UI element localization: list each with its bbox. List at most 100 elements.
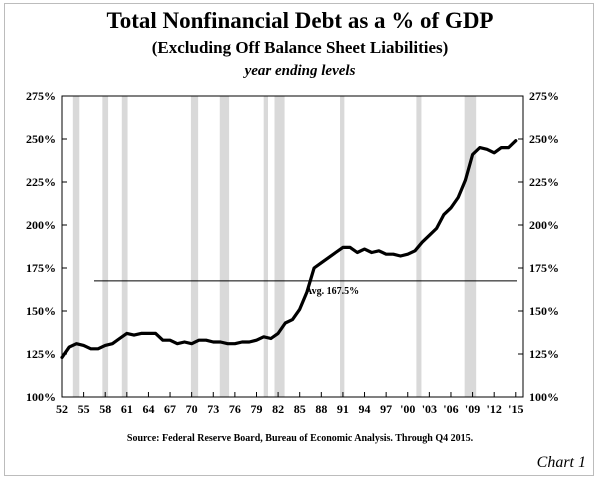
data-point bbox=[449, 206, 453, 209]
data-point bbox=[305, 290, 309, 294]
data-point bbox=[514, 139, 517, 142]
data-point bbox=[168, 339, 172, 342]
x-tick-label: 79 bbox=[250, 402, 262, 416]
data-point bbox=[82, 344, 85, 347]
data-point bbox=[161, 339, 164, 342]
data-point bbox=[471, 153, 474, 156]
y-tick-label-right: 100% bbox=[529, 390, 559, 404]
data-point bbox=[341, 246, 345, 249]
x-tick-label: 67 bbox=[164, 402, 176, 416]
data-point bbox=[96, 347, 100, 350]
x-tick-label: '03 bbox=[422, 402, 437, 416]
source-note: Source: Federal Reserve Board, Bureau of… bbox=[126, 433, 474, 444]
data-point bbox=[240, 340, 244, 344]
x-tick-label: 82 bbox=[272, 402, 284, 416]
data-point bbox=[248, 340, 251, 344]
data-point bbox=[377, 249, 381, 252]
data-point bbox=[75, 342, 78, 345]
plot-area bbox=[61, 95, 524, 398]
data-point bbox=[435, 227, 438, 230]
data-point bbox=[507, 146, 510, 149]
data-point bbox=[68, 345, 71, 349]
y-tick-label-left: 275% bbox=[26, 89, 56, 103]
recession-band-6 bbox=[274, 96, 285, 397]
y-tick-label-left: 125% bbox=[26, 347, 56, 361]
y-tick-label-right: 175% bbox=[529, 261, 559, 275]
y-tick-label-left: 225% bbox=[26, 175, 56, 189]
x-tick-label: 58 bbox=[99, 402, 111, 416]
y-tick-label-right: 225% bbox=[529, 175, 559, 189]
y-tick-label-left: 250% bbox=[26, 132, 56, 146]
data-point bbox=[276, 332, 280, 335]
data-point bbox=[104, 344, 107, 347]
data-point bbox=[348, 246, 352, 249]
data-point bbox=[219, 340, 222, 344]
y-tick-label-left: 150% bbox=[26, 304, 56, 318]
y-tick-label-right: 125% bbox=[529, 347, 559, 361]
data-point bbox=[154, 332, 157, 335]
recession-band-0 bbox=[72, 96, 80, 397]
data-point bbox=[421, 241, 424, 244]
data-point bbox=[406, 253, 409, 256]
data-point bbox=[356, 251, 359, 254]
x-tick-label: '06 bbox=[443, 402, 458, 416]
data-point bbox=[500, 146, 503, 149]
y-tick-label-left: 175% bbox=[26, 261, 56, 275]
data-point bbox=[226, 342, 229, 345]
data-point bbox=[176, 342, 179, 345]
chart-subtitle: (Excluding Off Balance Sheet Liabilities… bbox=[151, 38, 449, 57]
data-point bbox=[204, 339, 208, 342]
data-point bbox=[255, 339, 258, 342]
y-tick-label-left: 200% bbox=[26, 218, 56, 232]
data-point bbox=[190, 342, 193, 345]
data-point bbox=[312, 266, 316, 270]
data-point bbox=[363, 247, 366, 251]
x-tick-label: '00 bbox=[400, 402, 415, 416]
x-tick-label: 61 bbox=[121, 402, 133, 416]
x-tick-label: 88 bbox=[315, 402, 327, 416]
data-point bbox=[478, 146, 481, 149]
data-point bbox=[118, 337, 121, 340]
x-tick-label: 70 bbox=[186, 402, 198, 416]
x-tick-label: 76 bbox=[229, 402, 241, 416]
data-point bbox=[111, 342, 114, 345]
data-point bbox=[125, 332, 128, 335]
data-point bbox=[262, 335, 265, 338]
debt-to-gdp-line bbox=[60, 139, 518, 359]
data-point bbox=[392, 253, 395, 256]
data-point bbox=[485, 148, 489, 151]
chart-title: Total Nonfinancial Debt as a % of GDP bbox=[106, 8, 494, 33]
data-point bbox=[212, 340, 215, 344]
y-tick-label-right: 275% bbox=[529, 89, 559, 103]
chart-note: year ending levels bbox=[244, 63, 356, 79]
data-point bbox=[147, 332, 150, 335]
data-point bbox=[334, 251, 337, 254]
y-tick-label-right: 250% bbox=[529, 132, 559, 146]
data-point bbox=[183, 340, 186, 344]
y-tick-label-left: 100% bbox=[26, 390, 56, 404]
x-tick-label: 97 bbox=[380, 402, 392, 416]
data-point bbox=[399, 254, 402, 258]
data-point bbox=[464, 179, 467, 182]
y-tick-label-right: 150% bbox=[529, 304, 559, 318]
data-point bbox=[89, 347, 93, 350]
recession-band-2 bbox=[121, 96, 128, 397]
x-tick-label: 55 bbox=[78, 402, 90, 416]
data-point bbox=[197, 339, 201, 342]
data-point bbox=[140, 332, 143, 335]
data-point bbox=[384, 253, 388, 256]
x-tick-label: 64 bbox=[142, 402, 154, 416]
data-point bbox=[269, 337, 273, 340]
data-point bbox=[493, 151, 496, 154]
recession-band-1 bbox=[102, 96, 109, 397]
recession-band-3 bbox=[190, 96, 199, 397]
data-point bbox=[60, 356, 64, 359]
x-tick-label: 52 bbox=[56, 402, 68, 416]
data-point bbox=[442, 213, 445, 216]
data-point bbox=[457, 196, 460, 199]
data-point bbox=[132, 333, 136, 337]
data-point bbox=[370, 251, 373, 254]
data-point bbox=[327, 256, 330, 259]
x-tick-label: 85 bbox=[294, 402, 306, 416]
